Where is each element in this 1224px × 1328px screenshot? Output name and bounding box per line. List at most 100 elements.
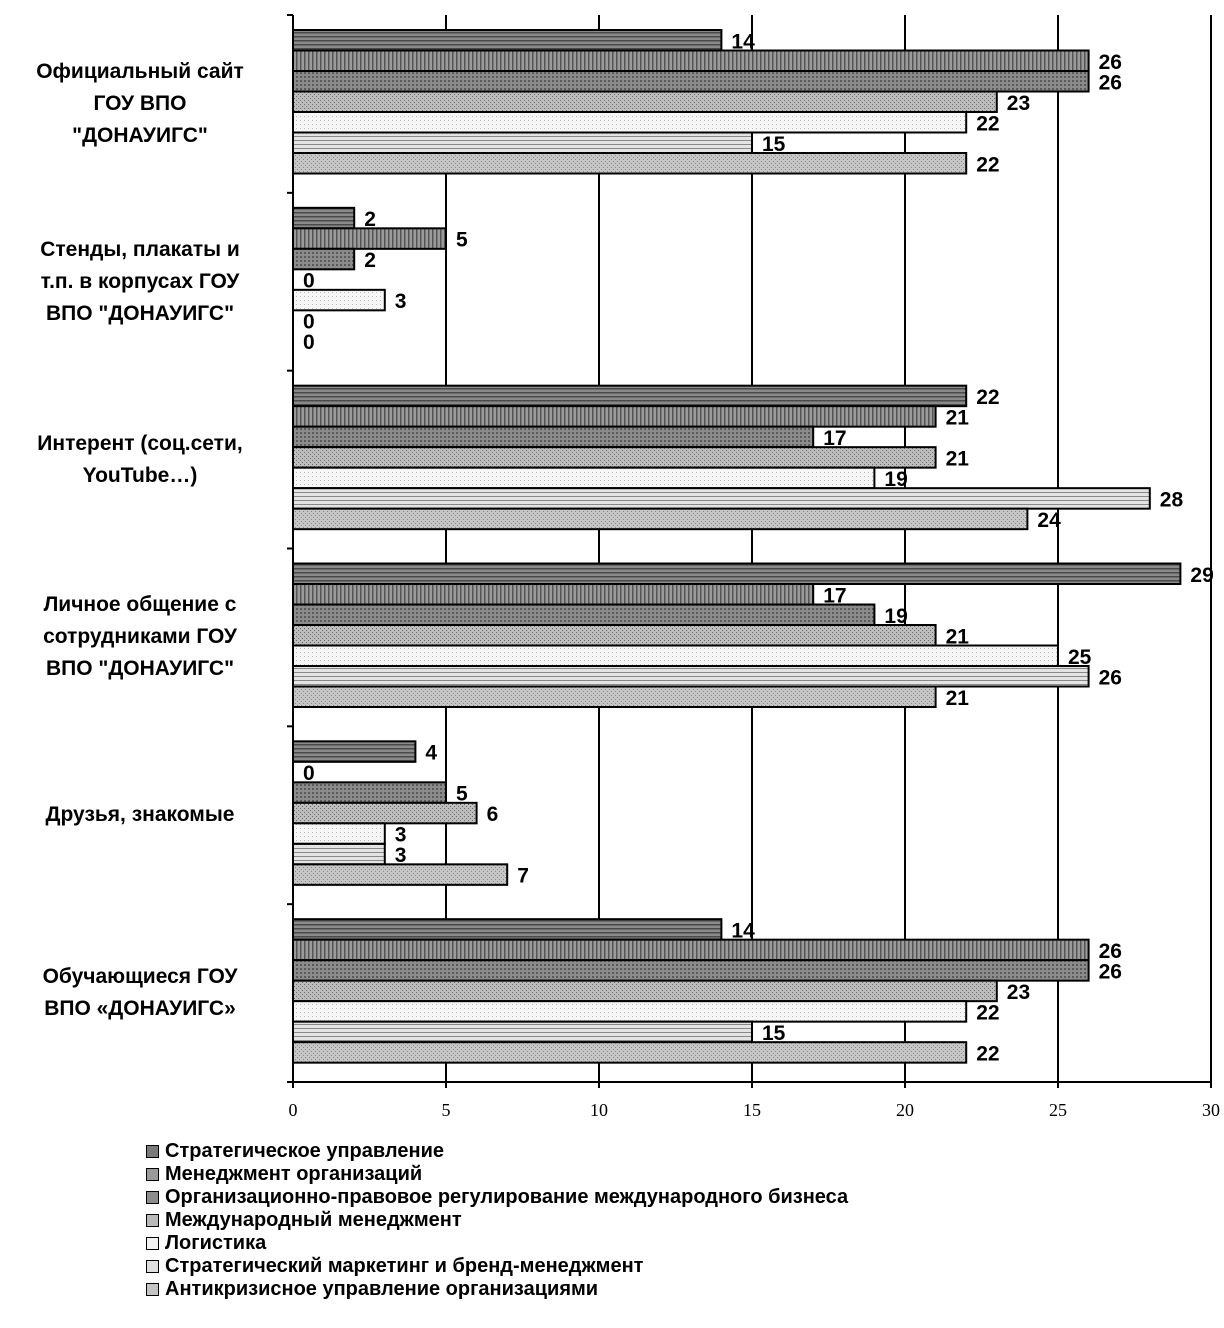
category-label-line: сотрудниками ГОУ <box>43 625 237 649</box>
bar <box>292 801 478 825</box>
x-tick-label: 0 <box>289 1100 298 1120</box>
data-label: 24 <box>1037 509 1061 532</box>
legend-swatch <box>146 1191 159 1204</box>
bar <box>292 624 937 647</box>
bar <box>292 665 1090 688</box>
bar <box>292 1020 753 1044</box>
data-label: 26 <box>1099 51 1122 74</box>
bar <box>292 603 876 626</box>
data-label: 3 <box>395 824 407 847</box>
x-tick-label: 5 <box>442 1100 451 1120</box>
data-label: 17 <box>823 584 846 607</box>
legend-swatch <box>146 1237 159 1250</box>
bar <box>292 1000 968 1023</box>
legend-item: Стратегическое управление <box>146 1140 848 1163</box>
x-tick-label: 15 <box>743 1100 761 1120</box>
data-label: 0 <box>303 762 315 785</box>
legend-item: Стратегический маркетинг и бренд-менеджм… <box>146 1255 848 1278</box>
x-tick-label: 20 <box>896 1100 914 1120</box>
category-label-line: т.п. в корпусах ГОУ <box>40 269 240 293</box>
bar <box>292 562 1182 585</box>
data-label: 15 <box>762 1022 786 1045</box>
bar <box>292 49 1090 72</box>
category-label-line: YouTube…) <box>82 463 198 487</box>
legend-item: Организационно-правовое регулирование ме… <box>146 1186 848 1209</box>
data-label: 22 <box>976 1001 999 1024</box>
data-label: 3 <box>395 844 407 867</box>
category-label-line: "ДОНАУИГС" <box>72 123 208 147</box>
bar <box>292 918 723 941</box>
legend-swatch <box>146 1283 159 1296</box>
bar <box>292 842 386 866</box>
bar <box>292 111 968 134</box>
data-label: 14 <box>731 30 755 53</box>
bar <box>292 425 815 449</box>
legend-item: Логистика <box>146 1232 848 1255</box>
category-label-line: Интерент (соц.сети, <box>37 431 243 455</box>
bar <box>292 29 723 52</box>
data-label: 26 <box>1099 940 1122 963</box>
bar <box>292 405 937 428</box>
category-label-line: ВПО "ДОНАУИГС" <box>45 657 235 681</box>
legend-label: Логистика <box>165 1232 267 1254</box>
data-label: 26 <box>1099 666 1122 689</box>
category-label: Интерент (соц.сети, YouTube…) <box>4 428 276 492</box>
data-label: 5 <box>456 783 468 806</box>
legend-label: Международный менеджмент <box>165 1209 462 1231</box>
data-label: 21 <box>946 447 970 470</box>
bar <box>292 70 1090 93</box>
category-label-line: ВПО "ДОНАУИГС" <box>45 301 235 325</box>
bar <box>292 979 998 1003</box>
data-label: 22 <box>976 386 999 409</box>
legend-label: Стратегическое управление <box>165 1140 444 1162</box>
legend-swatch <box>146 1214 159 1227</box>
category-label: Обучающиеся ГОУ ВПО «ДОНАУИГС» <box>4 961 276 1025</box>
bar <box>292 90 998 113</box>
data-label: 26 <box>1099 960 1122 983</box>
legend-label: Антикризисное управление организациями <box>165 1278 599 1300</box>
bar <box>292 938 1090 962</box>
bar <box>292 507 1029 531</box>
bar <box>292 822 386 845</box>
bar <box>292 644 1059 667</box>
bar <box>292 446 937 469</box>
bar <box>292 685 937 708</box>
data-label: 15 <box>762 133 786 156</box>
category-label: Официальный сайт ГОУ ВПО "ДОНАУИГС" <box>4 56 276 152</box>
category-label-line: Стенды, плакаты и <box>40 237 240 261</box>
data-label: 4 <box>425 742 437 765</box>
bar <box>292 863 509 886</box>
category-label-line: Личное общение с <box>43 593 237 617</box>
data-label: 7 <box>517 865 529 888</box>
legend-item: Менеджмент организаций <box>146 1163 848 1186</box>
data-label: 2 <box>364 249 376 272</box>
bar <box>292 740 417 763</box>
data-label: 22 <box>976 112 999 135</box>
legend-swatch <box>146 1168 159 1181</box>
data-label: 0 <box>303 311 315 334</box>
legend: Стратегическое управление Менеджмент орга… <box>146 1140 848 1301</box>
data-label: 23 <box>1007 981 1030 1004</box>
bar <box>292 288 386 312</box>
category-label-line: Друзья, знакомые <box>45 803 235 827</box>
legend-label: Организационно-правовое регулирование ме… <box>165 1186 849 1208</box>
bar <box>292 206 356 230</box>
data-label: 19 <box>884 468 907 491</box>
category-label-line: ВПО «ДОНАУИГС» <box>44 997 236 1021</box>
data-label: 19 <box>884 605 907 628</box>
data-label: 25 <box>1068 646 1092 669</box>
legend-label: Менеджмент организаций <box>165 1163 423 1185</box>
category-label: Стенды, плакаты и т.п. в корпусах ГОУ ВПО … <box>4 234 276 330</box>
category-label-line: ГОУ ВПО <box>93 91 187 115</box>
data-label: 0 <box>303 270 315 293</box>
data-label: 14 <box>731 919 755 942</box>
data-label: 22 <box>976 153 999 176</box>
data-label: 21 <box>946 625 970 648</box>
category-label: Личное общение с сотрудниками ГОУ ВПО "ДОН… <box>4 589 276 685</box>
data-label: 0 <box>303 331 315 354</box>
bar <box>292 959 1090 982</box>
x-tick-label: 25 <box>1049 1100 1067 1120</box>
bar <box>292 781 447 804</box>
